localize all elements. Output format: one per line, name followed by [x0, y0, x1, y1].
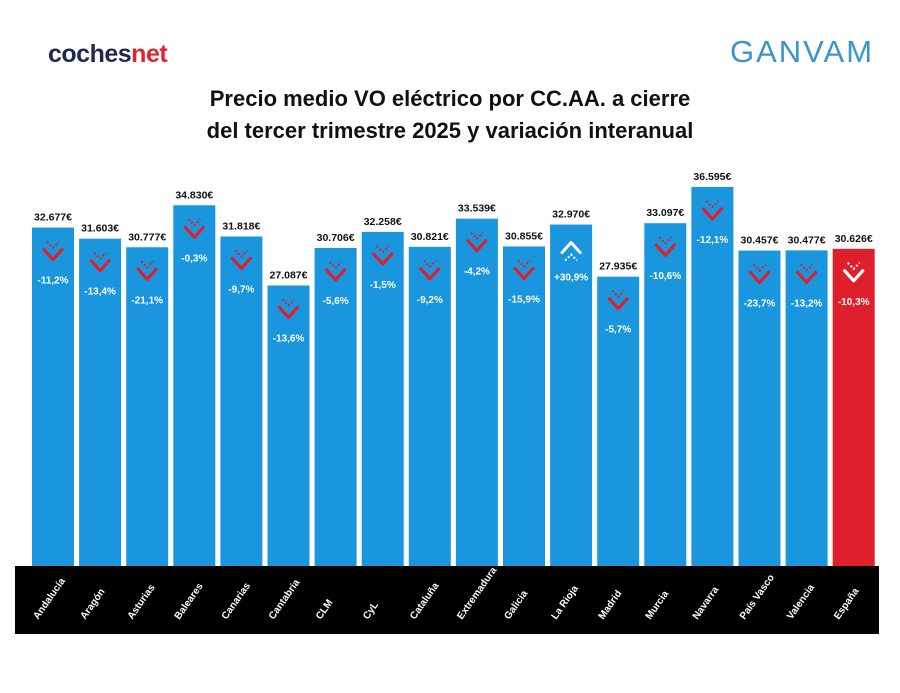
yoy-change-label: -13,6% — [273, 333, 305, 344]
value-label: 33.539€ — [458, 203, 496, 215]
bar — [503, 246, 545, 567]
down-chevron-icon — [423, 260, 437, 269]
down-chevron-icon — [46, 240, 60, 249]
value-label: 30.821€ — [411, 231, 449, 243]
bars-layer: 32.677€-11,2%Andalucía31.603€-13,4%Aragó… — [31, 171, 875, 622]
value-label: 31.818€ — [222, 220, 260, 232]
yoy-change-label: +30,9% — [554, 273, 588, 284]
bar — [126, 247, 169, 566]
yoy-change-label: -10,3% — [838, 297, 870, 308]
bar — [267, 285, 310, 566]
logo-left-accent: net — [131, 40, 168, 68]
yoy-change-label: -10,6% — [649, 271, 681, 282]
down-chevron-icon — [466, 239, 488, 253]
ganvam-logo: GANVAM — [730, 34, 875, 69]
bar — [691, 187, 734, 566]
value-label: 32.970€ — [552, 209, 590, 221]
down-chevron-icon — [843, 269, 865, 283]
bar — [361, 231, 404, 566]
bar — [408, 246, 451, 566]
bar — [79, 238, 122, 566]
down-chevron-icon — [93, 251, 107, 261]
yoy-change-label: -15,9% — [508, 294, 540, 305]
down-chevron-icon — [328, 261, 343, 270]
yoy-change-label: -12,1% — [697, 235, 729, 246]
yoy-change-label: -21,1% — [131, 295, 163, 306]
value-label: 30.855€ — [505, 230, 543, 242]
yoy-change-label: -5,6% — [323, 296, 349, 307]
bar — [644, 223, 687, 566]
bar — [173, 205, 216, 566]
bar — [314, 247, 357, 566]
coches-net-logo: cochesnet — [48, 40, 168, 69]
down-chevron-icon — [658, 236, 673, 245]
value-label: 36.595€ — [693, 171, 731, 183]
down-chevron-icon — [230, 256, 252, 271]
down-chevron-icon — [234, 249, 249, 258]
yoy-change-label: -9,7% — [228, 284, 254, 295]
down-chevron-icon — [183, 225, 205, 239]
down-chevron-icon — [607, 297, 629, 311]
down-chevron-icon — [277, 305, 300, 320]
down-chevron-icon — [281, 298, 296, 307]
down-chevron-icon — [136, 267, 158, 281]
up-chevron-icon — [560, 241, 582, 255]
down-chevron-icon — [513, 266, 535, 281]
value-label: 30.457€ — [741, 235, 779, 247]
yoy-change-label: -5,7% — [605, 325, 631, 336]
value-label: 27.087€ — [270, 269, 308, 281]
bar — [832, 248, 875, 566]
up-chevron-icon — [564, 253, 578, 262]
down-chevron-icon — [89, 259, 111, 273]
down-chevron-icon — [372, 252, 394, 266]
down-chevron-icon — [375, 245, 390, 254]
down-chevron-icon — [187, 218, 202, 227]
bar — [550, 224, 593, 566]
down-chevron-icon — [705, 200, 720, 209]
value-label: 32.258€ — [364, 216, 402, 228]
down-chevron-icon — [325, 268, 347, 282]
value-label: 27.935€ — [599, 261, 637, 273]
bar — [32, 227, 74, 566]
bar — [785, 250, 828, 567]
yoy-change-label: -9,2% — [417, 295, 443, 306]
down-chevron-icon — [799, 263, 814, 272]
logo-left-main: coches — [48, 40, 132, 68]
value-label: 30.777€ — [128, 231, 166, 243]
down-chevron-icon — [470, 231, 484, 241]
value-label: 31.603€ — [81, 223, 119, 235]
bar — [597, 276, 640, 566]
value-label: 32.677€ — [34, 212, 72, 224]
value-label: 30.706€ — [317, 232, 355, 244]
down-chevron-icon — [796, 270, 818, 284]
down-chevron-icon — [654, 243, 676, 257]
yoy-change-label: -4,2% — [464, 267, 490, 278]
down-chevron-icon — [42, 247, 64, 262]
down-chevron-icon — [140, 260, 154, 269]
value-label: 30.626€ — [835, 233, 873, 245]
value-label: 30.477€ — [788, 234, 826, 246]
chart-title-line1: Precio medio VO eléctrico por CC.AA. a c… — [209, 86, 691, 111]
yoy-change-label: -13,2% — [791, 298, 823, 309]
down-chevron-icon — [701, 207, 723, 221]
yoy-change-label: -0,3% — [181, 253, 207, 264]
yoy-change-label: -13,4% — [84, 287, 116, 298]
bar — [220, 236, 263, 566]
value-label: 34.830€ — [175, 189, 213, 201]
yoy-change-label: -11,2% — [37, 276, 68, 287]
down-chevron-icon — [748, 270, 771, 285]
down-chevron-icon — [517, 259, 531, 268]
value-label: 33.097€ — [646, 207, 684, 219]
x-axis-band — [15, 566, 879, 634]
down-chevron-icon — [752, 263, 767, 272]
bar — [738, 250, 781, 566]
chart-title-line2: del tercer trimestre 2025 y variación in… — [206, 118, 694, 143]
bar — [455, 218, 498, 567]
yoy-change-label: -1,5% — [370, 280, 396, 291]
down-chevron-icon — [611, 289, 625, 299]
down-chevron-icon — [846, 262, 861, 271]
yoy-change-label: -23,7% — [744, 299, 776, 310]
down-chevron-icon — [419, 267, 441, 281]
